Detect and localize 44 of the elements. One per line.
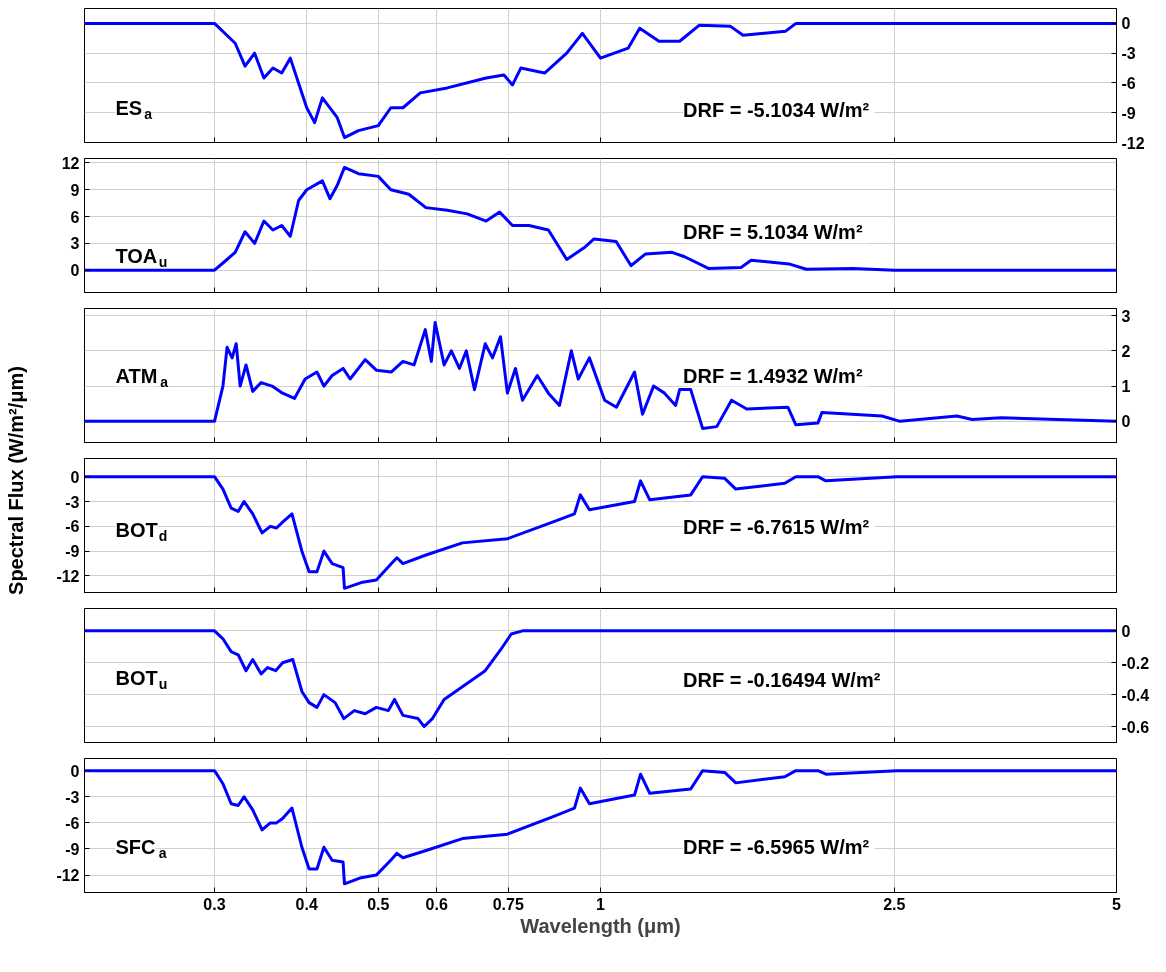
- y-tick-label: -9: [65, 543, 80, 561]
- y-tick-label: -9: [65, 840, 80, 858]
- y-tick-label: 9: [70, 181, 80, 199]
- y-tick-label: -6: [65, 814, 80, 832]
- y-tick-label: -12: [56, 567, 80, 585]
- y-tick-label: 0: [70, 468, 80, 486]
- y-tick-label: -3: [65, 788, 80, 806]
- x-tick-label: 0.5: [367, 895, 390, 913]
- annotation: DRF = 5.1034 W/m²: [683, 221, 863, 244]
- x-tick-label: 2.5: [883, 895, 906, 913]
- y-tick-label: 0: [70, 262, 80, 280]
- y-tick-label: -0.6: [1121, 718, 1150, 736]
- y-tick-label: 3: [1121, 307, 1131, 325]
- y-tick-label: -0.4: [1121, 686, 1150, 704]
- y-tick-label: -6: [1121, 74, 1136, 92]
- x-tick-label: 0.6: [425, 895, 448, 913]
- x-axis-title: Wavelength (μm): [520, 914, 681, 937]
- annotation: DRF = -5.1034 W/m²: [683, 99, 870, 122]
- y-tick-label: 6: [70, 208, 80, 226]
- x-tick-label: 0.3: [203, 895, 226, 913]
- y-tick-label: 2: [1121, 342, 1131, 360]
- y-tick-label: 0: [1121, 413, 1131, 431]
- annotation: DRF = -0.16494 W/m²: [683, 668, 881, 691]
- y-tick-label: 0: [70, 762, 80, 780]
- y-tick-label: -12: [56, 867, 80, 885]
- annotation: DRF = 1.4932 W/m²: [683, 364, 863, 387]
- y-axis-title: Spectral Flux (W/m²/μm): [4, 366, 27, 595]
- y-tick-label: 1: [1121, 378, 1131, 396]
- annotation: DRF = -6.7615 W/m²: [683, 515, 870, 538]
- x-tick-label: 5: [1112, 895, 1122, 913]
- y-tick-label: -12: [1121, 134, 1145, 152]
- y-tick-label: 0: [1121, 622, 1131, 640]
- y-tick-label: 12: [61, 154, 80, 172]
- annotation: DRF = -6.5965 W/m²: [683, 835, 870, 858]
- x-tick-label: 1: [596, 895, 606, 913]
- x-tick-label: 0.4: [295, 895, 318, 913]
- y-tick-label: -0.2: [1121, 654, 1150, 672]
- y-tick-label: 3: [70, 235, 80, 253]
- y-tick-label: -9: [1121, 104, 1136, 122]
- y-tick-label: -3: [65, 493, 80, 511]
- y-tick-label: -6: [65, 518, 80, 536]
- x-tick-label: 0.75: [492, 895, 524, 913]
- y-tick-label: -3: [1121, 45, 1136, 63]
- y-tick-label: 0: [1121, 15, 1131, 33]
